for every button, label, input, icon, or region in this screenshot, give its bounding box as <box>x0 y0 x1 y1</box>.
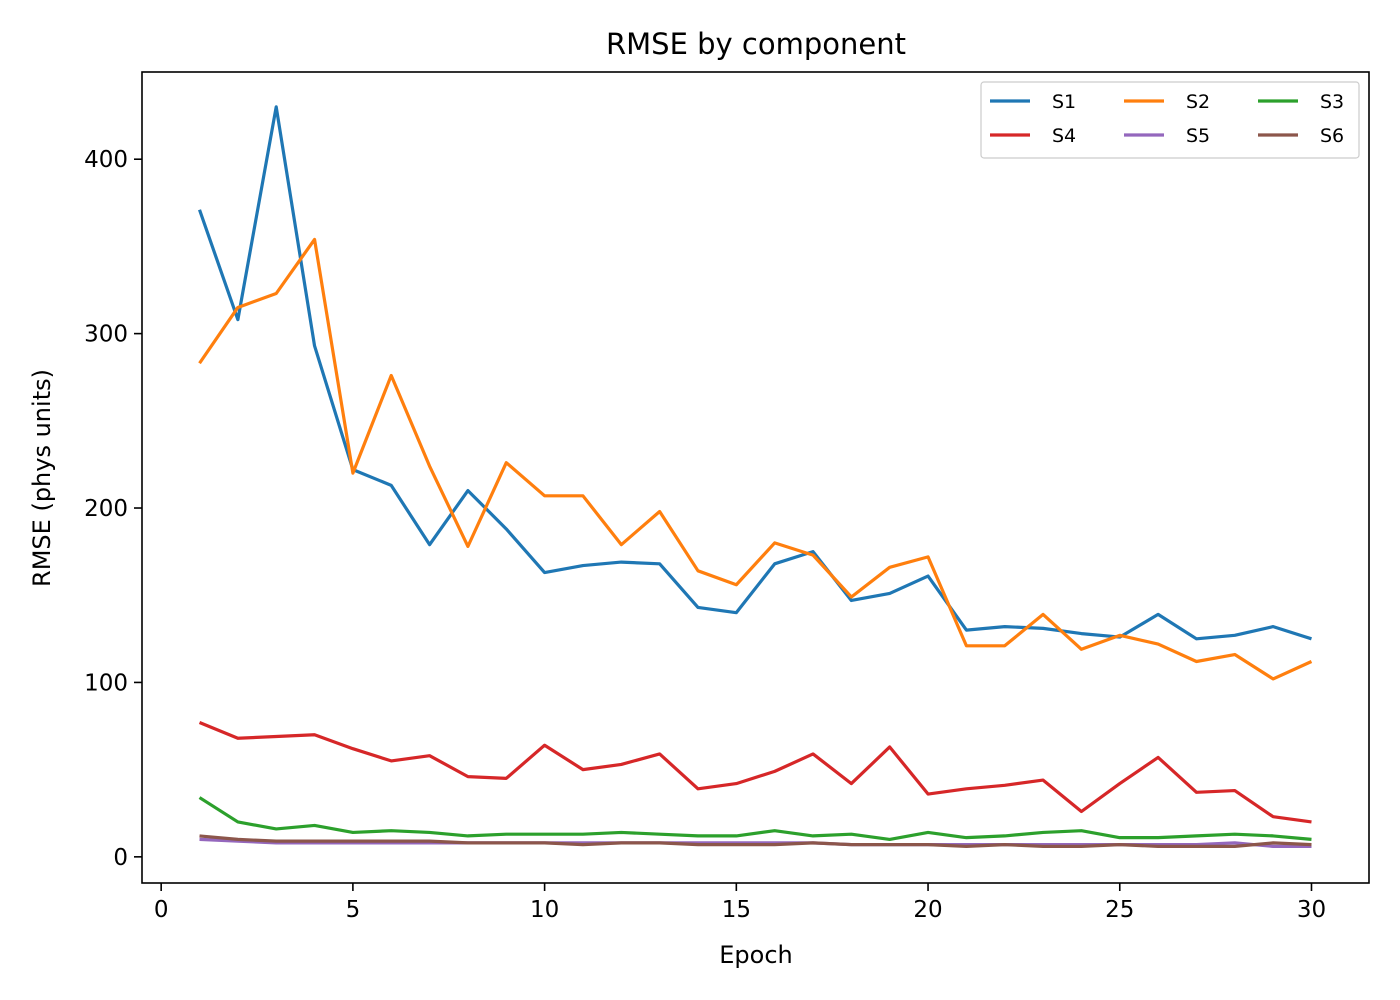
y-tick-label: 0 <box>113 845 128 871</box>
legend-label-s3: S3 <box>1320 91 1344 113</box>
series-layer <box>198 105 1313 848</box>
series-line-s1 <box>198 105 1312 641</box>
x-axis-label: Epoch <box>719 941 793 969</box>
x-tick-label: 20 <box>913 897 942 923</box>
y-tick-label: 200 <box>84 496 128 522</box>
y-tick-label: 400 <box>84 147 128 173</box>
chart-title: RMSE by component <box>606 27 906 61</box>
x-axis: 0 5 10 15 20 25 30 <box>154 883 1326 923</box>
y-tick-label: 300 <box>84 322 128 348</box>
y-tick-label: 100 <box>84 670 128 696</box>
legend-label-s1: S1 <box>1052 91 1076 113</box>
x-tick-label: 0 <box>154 897 169 923</box>
x-tick-label: 30 <box>1297 897 1326 923</box>
legend: S1 S2 S3 S4 S5 S6 <box>980 81 1360 159</box>
series-line-s6 <box>199 834 1312 848</box>
plot-area-frame <box>141 71 1370 884</box>
legend-box <box>980 81 1360 159</box>
y-axis-label: RMSE (phys units) <box>28 369 56 587</box>
y-axis: 0 100 200 300 400 <box>84 147 142 871</box>
series-line-s4 <box>198 721 1312 824</box>
x-tick-label: 15 <box>722 897 751 923</box>
x-tick-label: 25 <box>1105 897 1134 923</box>
x-tick-label: 5 <box>346 897 361 923</box>
series-line-s3 <box>198 796 1312 842</box>
legend-label-s2: S2 <box>1186 91 1210 113</box>
legend-label-s4: S4 <box>1052 125 1076 147</box>
legend-label-s6: S6 <box>1320 125 1344 147</box>
series-line-s2 <box>198 237 1313 681</box>
legend-label-s5: S5 <box>1186 125 1210 147</box>
x-tick-label: 10 <box>530 897 559 923</box>
